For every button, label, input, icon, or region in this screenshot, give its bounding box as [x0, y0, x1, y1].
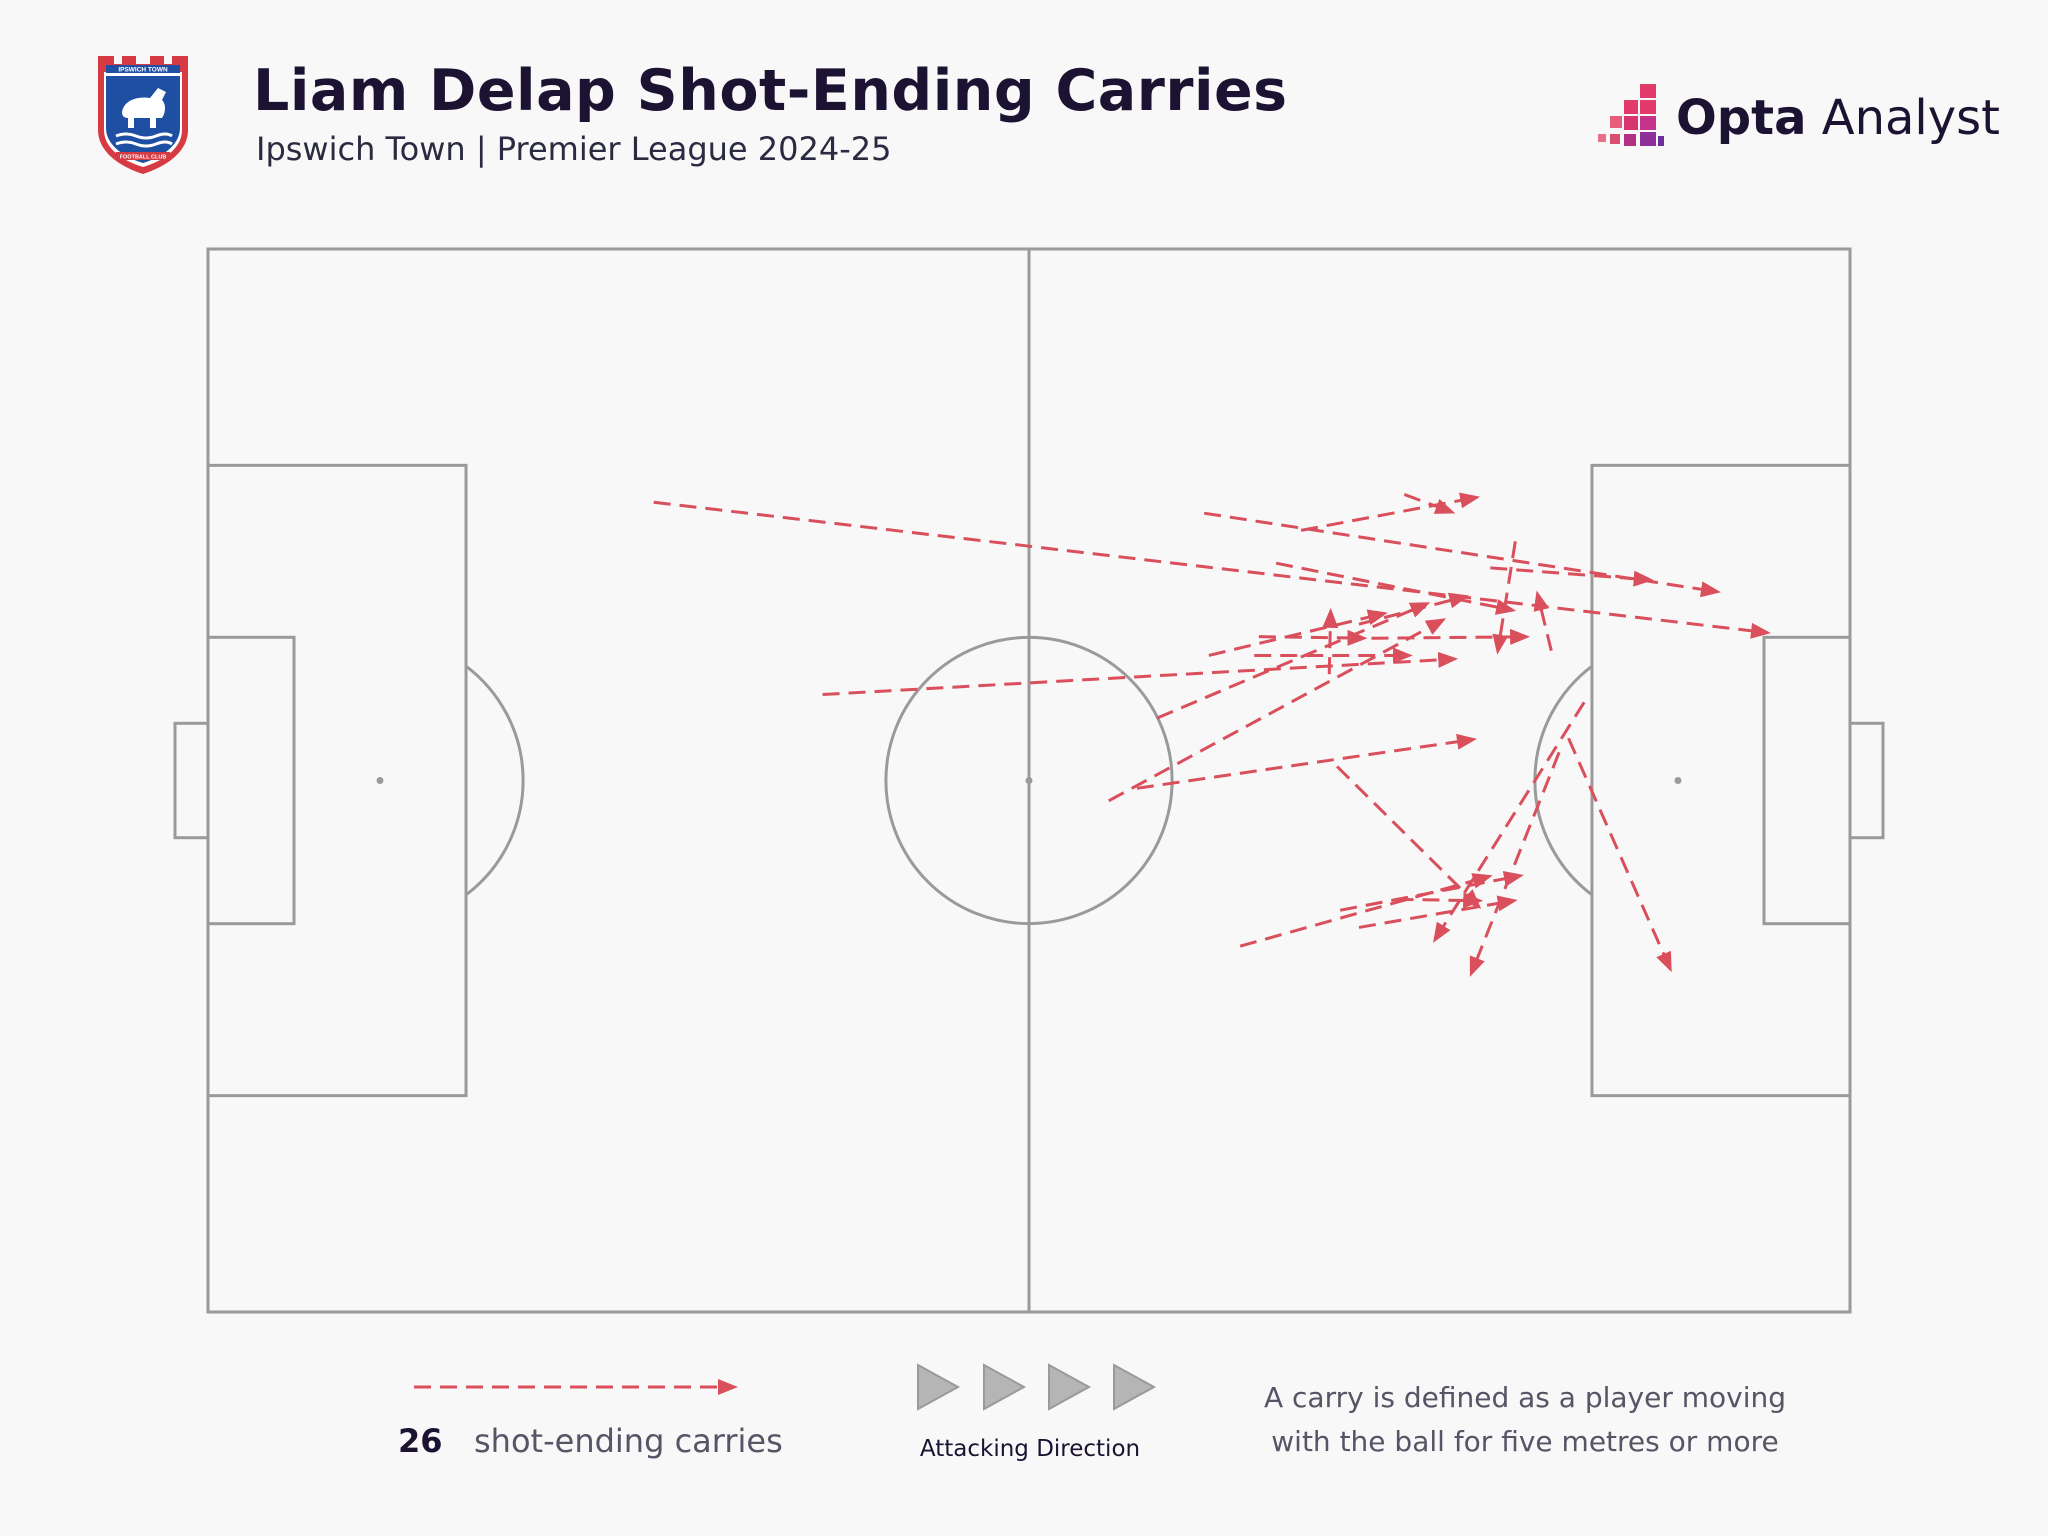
carry-arrow-1	[653, 500, 1771, 639]
attacking-direction-triangle-1	[917, 1363, 961, 1411]
carry-arrow-20	[1203, 511, 1721, 598]
carries-layer	[653, 492, 1771, 977]
right-penalty-spot	[1674, 777, 1682, 784]
definition-line-2: with the ball for five metres or more	[1271, 1425, 1779, 1458]
left-penalty-area	[206, 463, 468, 1098]
carry-arrow-13	[1533, 590, 1553, 652]
centre-circle	[884, 635, 1174, 926]
right-penalty-arc	[1533, 664, 1593, 897]
carry-arrow-5	[1339, 870, 1524, 912]
carry-arrow-6	[1108, 618, 1447, 803]
crest-top-text: IPSWICH TOWN	[118, 67, 168, 74]
brand-bold-text: Opta	[1676, 90, 1807, 146]
carry-arrow-8	[1208, 609, 1388, 657]
legend-carry-label: shot-ending carries	[474, 1422, 783, 1460]
right-six-yard-box	[1762, 635, 1852, 926]
club-crest-logo: IPSWICH TOWN FOOTBALL CLUB	[98, 56, 188, 174]
carry-arrow-2	[822, 651, 1459, 697]
opta-pixel-mark-icon	[1598, 84, 1664, 146]
carry-arrow-23	[1396, 892, 1484, 909]
right-goal	[1848, 721, 1885, 840]
attacking-direction-triangle-4	[1113, 1363, 1157, 1411]
legend-carry-count: 26	[398, 1422, 443, 1460]
chart-subtitle: Ipswich Town | Premier League 2024-25	[256, 130, 892, 168]
carry-arrow-18	[1258, 629, 1368, 646]
left-goal	[173, 721, 210, 840]
carry-arrow-9	[1358, 592, 1470, 626]
opta-analyst-logo: Opta Analyst	[1596, 78, 2000, 158]
carry-arrow-16	[1322, 607, 1339, 675]
attacking-direction-triangle-3	[1048, 1363, 1092, 1411]
pitch-markings	[173, 247, 1885, 1314]
carry-arrow-14	[1403, 493, 1456, 514]
carry-arrow-26	[1567, 737, 1672, 973]
left-penalty-arc	[465, 664, 525, 897]
carry-arrow-10	[1336, 765, 1482, 909]
left-six-yard-box	[206, 635, 296, 926]
carry-arrow-17	[1300, 492, 1481, 532]
centre-spot	[1025, 777, 1033, 784]
left-penalty-spot	[376, 777, 384, 784]
attacking-direction-label: Attacking Direction	[919, 1436, 1141, 1462]
carry-arrow-3	[1136, 733, 1477, 790]
attacking-direction-triangle-2	[983, 1363, 1027, 1411]
definition-line-1: A carry is defined as a player moving	[1263, 1381, 1787, 1414]
carry-arrow-25	[1469, 751, 1561, 977]
carry-arrow-12	[1492, 541, 1517, 655]
carry-arrow-7	[1156, 602, 1431, 720]
carry-arrow-24	[1433, 701, 1586, 943]
carry-arrow-19	[1371, 628, 1531, 645]
legend-graphics	[414, 1363, 1157, 1411]
carry-arrow-11	[1358, 895, 1518, 929]
brand-light-text: Analyst	[1806, 90, 2000, 146]
carry-definition-text: A carry is defined as a player moving wi…	[1230, 1376, 1820, 1464]
brand-text: Opta Analyst	[1676, 90, 2000, 146]
crest-bottom-text: FOOTBALL CLUB	[120, 155, 167, 161]
right-penalty-area	[1590, 463, 1852, 1098]
carry-arrow-22	[1275, 561, 1517, 615]
chart-title: Liam Delap Shot-Ending Carries	[253, 58, 1288, 124]
carry-arrow-21	[1490, 566, 1654, 587]
